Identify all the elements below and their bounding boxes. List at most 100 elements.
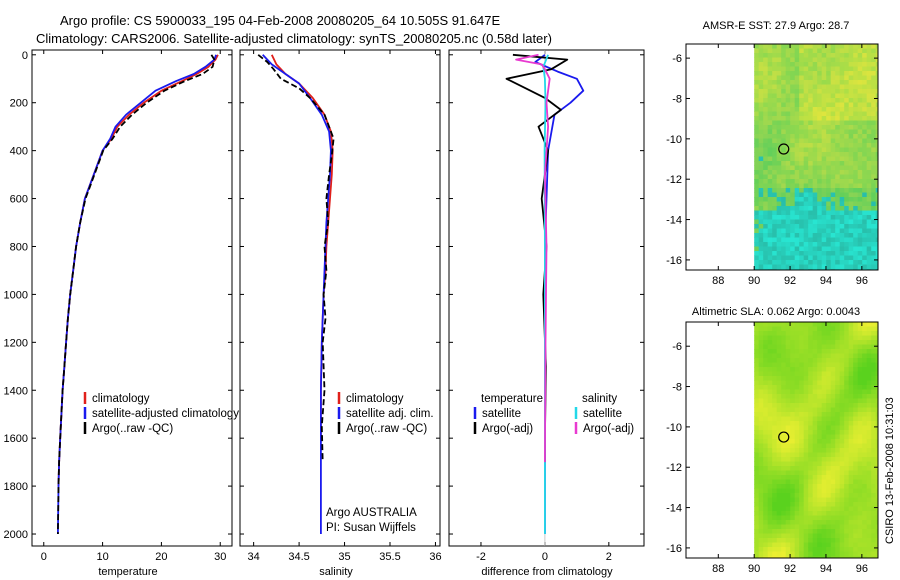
- sla_map-cell: [853, 448, 859, 453]
- sla_map-cell: [848, 475, 854, 480]
- sla_map-cell: [790, 344, 796, 350]
- sst_map-cell: [799, 179, 805, 184]
- sst_map-cell: [857, 264, 863, 270]
- sst_map-cell: [853, 201, 859, 207]
- sla_map-cell: [781, 556, 787, 558]
- sla_map-cell: [862, 448, 868, 453]
- sla_map-xtick-label: 94: [820, 563, 832, 575]
- sla_map-cell: [754, 326, 760, 332]
- sst_map-cell: [844, 156, 850, 162]
- sla_map-cell: [857, 488, 863, 494]
- sla_map-cell: [817, 358, 823, 363]
- sst_map-cell: [862, 215, 868, 220]
- sla_map-cell: [871, 367, 877, 372]
- sla_map-cell: [758, 353, 764, 359]
- sla_map-cell: [812, 556, 818, 558]
- sst_map-cell: [785, 84, 791, 90]
- sst_map-cell: [875, 89, 878, 94]
- sla_map-cell: [853, 362, 859, 368]
- sst_map-cell: [794, 215, 800, 220]
- sst_map-cell: [799, 57, 805, 63]
- sst_map-cell: [853, 192, 859, 198]
- sst_map-cell: [835, 246, 841, 252]
- sla_map-cell: [821, 389, 827, 395]
- sst_map-cell: [830, 93, 836, 99]
- sla_map-cell: [790, 493, 796, 498]
- sla_map-cell: [821, 412, 827, 417]
- sla_map-cell: [835, 533, 841, 539]
- sst_map-cell: [790, 147, 796, 153]
- sla_map-cell: [866, 425, 872, 431]
- sla_map-cell: [803, 520, 809, 525]
- sla_map-cell: [785, 484, 791, 489]
- sla_map-cell: [848, 533, 854, 539]
- sst_map-cell: [803, 134, 809, 139]
- sla_map-cell: [839, 326, 845, 332]
- sla_map-cell: [853, 533, 859, 539]
- sst_map-cell: [812, 201, 818, 207]
- sst_map-cell: [835, 44, 841, 49]
- sla_map-cell: [835, 421, 841, 426]
- sla_map-cell: [839, 380, 845, 386]
- sst_map-cell: [812, 138, 818, 144]
- sla_map-cell: [803, 484, 809, 489]
- sla_map-cell: [857, 380, 863, 386]
- sla_map-cell: [821, 493, 827, 498]
- sla_map-cell: [758, 326, 764, 332]
- sla_map-cell: [758, 556, 764, 558]
- sla_map-cell: [844, 380, 850, 386]
- sla_map-cell: [853, 524, 859, 530]
- sst_map-cell: [844, 210, 850, 216]
- sla_map-cell: [853, 416, 859, 422]
- sst_map-cell: [776, 143, 782, 148]
- sla_map-cell: [785, 497, 791, 503]
- sst_map-cell: [808, 138, 814, 144]
- sst_map-cell: [844, 251, 850, 256]
- sla_map-cell: [857, 349, 863, 354]
- sla_map-cell: [871, 376, 877, 381]
- sst_map-cell: [839, 71, 845, 76]
- sst-map-panel: 88 90 92 94 96-6-8-10-12-14-16: [666, 43, 879, 287]
- sla_map-cell: [785, 389, 791, 395]
- depth-tick-label: 1800: [4, 481, 28, 493]
- sst_map-cell: [790, 170, 796, 175]
- sst_map-cell: [857, 201, 863, 207]
- sla_map-cell: [830, 506, 836, 512]
- sst_map-cell: [758, 62, 764, 67]
- sst_map-cell: [866, 255, 872, 261]
- sst_map-cell: [862, 129, 868, 135]
- salinity-series-satellite-adj-clim-: [262, 54, 332, 534]
- sla_map-cell: [803, 475, 809, 480]
- sla_map-cell: [763, 425, 769, 431]
- sst_map-cell: [772, 98, 778, 103]
- sst_map-cell: [799, 246, 805, 252]
- sst_map-cell: [835, 143, 841, 148]
- sst_map-cell: [758, 170, 764, 175]
- sla_map-cell: [857, 556, 863, 558]
- sst_map-cell: [799, 152, 805, 157]
- sla_map-cell: [767, 389, 773, 395]
- sla_map-cell: [794, 542, 800, 548]
- sla_map-cell: [812, 538, 818, 543]
- sla_map-cell: [785, 376, 791, 381]
- salinity-xtick-label: 35.5: [379, 551, 400, 563]
- sla_map-cell: [776, 475, 782, 480]
- sla_map-cell: [772, 353, 778, 359]
- sst_map-cell: [758, 251, 764, 256]
- sst_map-cell: [776, 116, 782, 121]
- sst_map-cell: [803, 89, 809, 94]
- sla_map-cell: [767, 353, 773, 359]
- sst_map-cell: [799, 120, 805, 126]
- sst_map-cell: [812, 62, 818, 67]
- sla_map-cell: [866, 349, 872, 354]
- sla_map-cell: [754, 425, 760, 431]
- sla_map-cell: [772, 475, 778, 480]
- sst_map-cell: [875, 156, 878, 162]
- sla_map-cell: [839, 461, 845, 467]
- sst_map-argo-marker: [778, 143, 790, 155]
- sla_map-cell: [790, 457, 796, 462]
- sla_map-cell: [826, 475, 832, 480]
- sst_map-cell: [758, 75, 764, 81]
- sst_map-cell: [812, 161, 818, 166]
- sst_map-cell: [826, 98, 832, 103]
